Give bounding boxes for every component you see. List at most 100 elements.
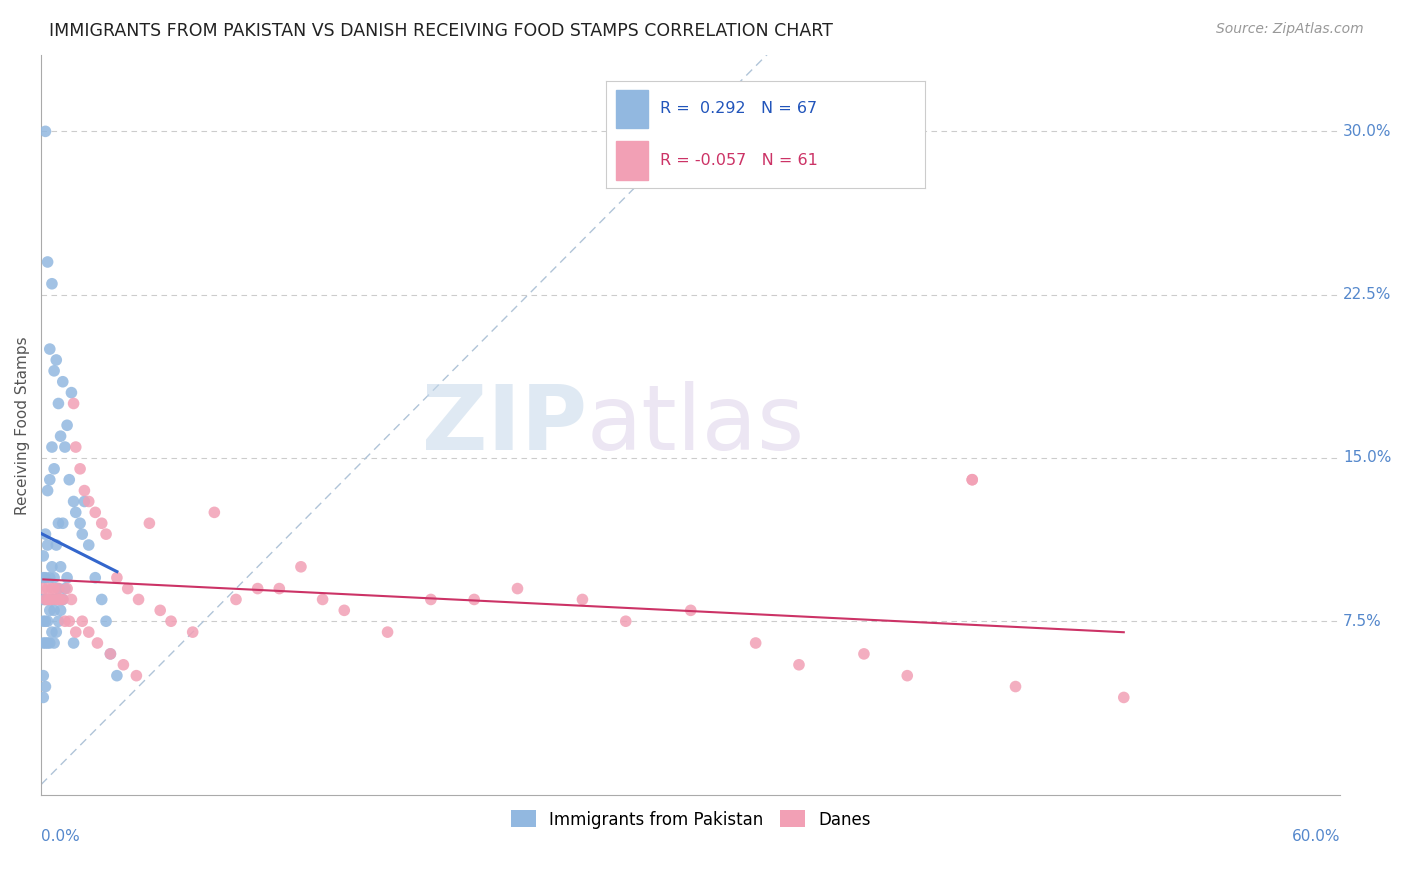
Point — [290, 559, 312, 574]
Point — [1112, 690, 1135, 705]
Point — [65, 505, 87, 519]
Point — [45, 592, 67, 607]
Point — [65, 440, 87, 454]
Point — [112, 657, 135, 672]
Point — [77, 538, 100, 552]
Point — [105, 668, 128, 682]
Text: 15.0%: 15.0% — [1343, 450, 1392, 466]
Point — [62, 396, 84, 410]
Point — [84, 505, 107, 519]
Text: 30.0%: 30.0% — [1343, 124, 1392, 139]
Point — [463, 592, 485, 607]
Point — [32, 668, 55, 682]
Point — [896, 668, 918, 682]
Point — [52, 516, 75, 531]
Point — [90, 592, 112, 607]
Y-axis label: Receiving Food Stamps: Receiving Food Stamps — [15, 336, 30, 515]
Point — [49, 429, 72, 443]
Point — [77, 625, 100, 640]
Point — [34, 527, 56, 541]
Point — [90, 516, 112, 531]
Point — [60, 385, 83, 400]
Point — [38, 636, 60, 650]
Point — [32, 614, 55, 628]
Point — [38, 342, 60, 356]
Point — [787, 657, 810, 672]
Point — [38, 592, 60, 607]
Point — [48, 582, 70, 596]
Point — [38, 571, 60, 585]
Point — [42, 571, 65, 585]
Point — [37, 582, 59, 596]
Point — [128, 592, 150, 607]
Legend: Immigrants from Pakistan, Danes: Immigrants from Pakistan, Danes — [503, 804, 877, 835]
Point — [225, 592, 247, 607]
Point — [149, 603, 172, 617]
Point — [42, 582, 65, 596]
Point — [94, 527, 117, 541]
Point — [41, 559, 63, 574]
Point — [73, 494, 96, 508]
Point — [86, 636, 108, 650]
Point — [45, 625, 67, 640]
Point — [506, 582, 529, 596]
Point — [1004, 680, 1026, 694]
Point — [56, 418, 79, 433]
Point — [49, 603, 72, 617]
Point — [269, 582, 291, 596]
Point — [42, 364, 65, 378]
Point — [52, 375, 75, 389]
Point — [41, 592, 63, 607]
Point — [333, 603, 356, 617]
Text: 7.5%: 7.5% — [1343, 614, 1382, 629]
Point — [37, 592, 59, 607]
Point — [48, 582, 70, 596]
Point — [45, 353, 67, 368]
Point — [419, 592, 441, 607]
Point — [202, 505, 225, 519]
Point — [960, 473, 983, 487]
Point — [32, 636, 55, 650]
Point — [34, 614, 56, 628]
Point — [41, 277, 63, 291]
Point — [377, 625, 399, 640]
Point — [56, 582, 79, 596]
Point — [48, 516, 70, 531]
Point — [48, 614, 70, 628]
Point — [246, 582, 269, 596]
Point — [62, 636, 84, 650]
Point — [56, 571, 79, 585]
Point — [48, 396, 70, 410]
Point — [49, 592, 72, 607]
Point — [58, 614, 80, 628]
Point — [53, 582, 76, 596]
Point — [41, 582, 63, 596]
Point — [53, 614, 76, 628]
Point — [73, 483, 96, 498]
Point — [37, 255, 59, 269]
Point — [69, 462, 91, 476]
Point — [52, 592, 75, 607]
Point — [45, 592, 67, 607]
Point — [34, 592, 56, 607]
Point — [32, 690, 55, 705]
Point — [32, 592, 55, 607]
Point — [34, 680, 56, 694]
Point — [42, 603, 65, 617]
Point — [60, 592, 83, 607]
Point — [960, 473, 983, 487]
Point — [160, 614, 183, 628]
Point — [37, 538, 59, 552]
Point — [34, 124, 56, 138]
Point — [100, 647, 122, 661]
Point — [69, 516, 91, 531]
Point — [181, 625, 204, 640]
Text: atlas: atlas — [586, 381, 804, 469]
Point — [117, 582, 139, 596]
Point — [34, 571, 56, 585]
Point — [100, 647, 122, 661]
Text: IMMIGRANTS FROM PAKISTAN VS DANISH RECEIVING FOOD STAMPS CORRELATION CHART: IMMIGRANTS FROM PAKISTAN VS DANISH RECEI… — [49, 22, 834, 40]
Point — [53, 440, 76, 454]
Point — [571, 592, 593, 607]
Point — [49, 559, 72, 574]
